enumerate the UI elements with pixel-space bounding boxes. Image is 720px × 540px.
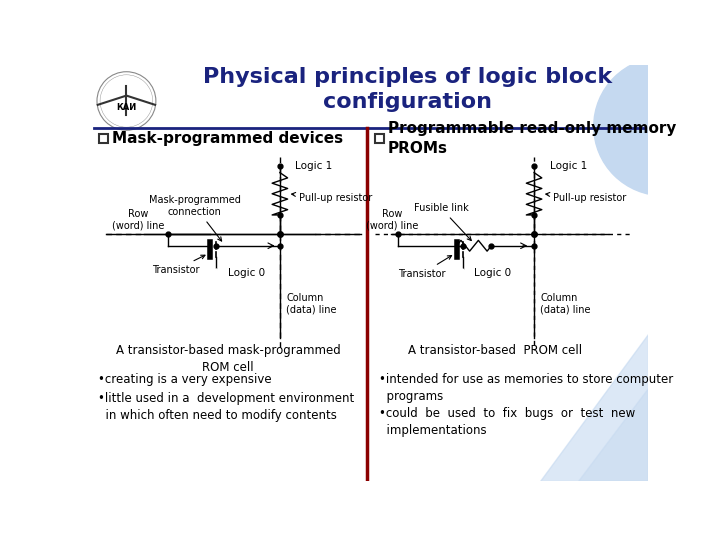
Text: Logic 1: Logic 1 — [549, 161, 587, 171]
Text: •little used in a  development environment
  in which often need to modify conte: •little used in a development environmen… — [98, 392, 354, 422]
Text: Row
(word) line: Row (word) line — [366, 209, 418, 231]
Text: Column
(data) line: Column (data) line — [540, 293, 591, 314]
Text: Physical principles of logic block
configuration: Physical principles of logic block confi… — [203, 67, 612, 112]
Text: •creating is a very expensive: •creating is a very expensive — [98, 373, 271, 386]
Bar — [375, 134, 384, 143]
Text: Programmable read-only memory
PROMs: Programmable read-only memory PROMs — [387, 122, 676, 156]
Text: Pull-up resistor: Pull-up resistor — [292, 192, 372, 202]
Text: Mask-programmed devices: Mask-programmed devices — [112, 131, 343, 146]
Text: Logic 0: Logic 0 — [474, 268, 511, 279]
Polygon shape — [578, 388, 648, 481]
Text: •intended for use as memories to store computer
  programs: •intended for use as memories to store c… — [379, 373, 673, 403]
Text: Transistor: Transistor — [152, 255, 205, 275]
Text: A transistor-based mask-programmed
ROM cell: A transistor-based mask-programmed ROM c… — [116, 345, 341, 374]
Text: Column
(data) line: Column (data) line — [286, 293, 336, 314]
Text: Logic 1: Logic 1 — [295, 161, 333, 171]
Text: A transistor-based  PROM cell: A transistor-based PROM cell — [408, 345, 582, 357]
Text: Transistor: Transistor — [398, 255, 451, 279]
Text: Fusible link: Fusible link — [414, 203, 472, 240]
Text: Logic 0: Logic 0 — [228, 268, 265, 279]
Circle shape — [594, 57, 720, 195]
Text: Pull-up resistor: Pull-up resistor — [546, 192, 626, 202]
Polygon shape — [539, 334, 648, 481]
Text: •could  be  used  to  fix  bugs  or  test  new
  implementations: •could be used to fix bugs or test new i… — [379, 408, 635, 437]
Polygon shape — [454, 269, 472, 278]
Text: КАИ: КАИ — [117, 103, 137, 112]
Text: Mask-programmed
connection: Mask-programmed connection — [149, 195, 240, 241]
Text: Row
(word) line: Row (word) line — [112, 209, 164, 231]
Bar — [99, 134, 108, 143]
Polygon shape — [207, 269, 225, 278]
